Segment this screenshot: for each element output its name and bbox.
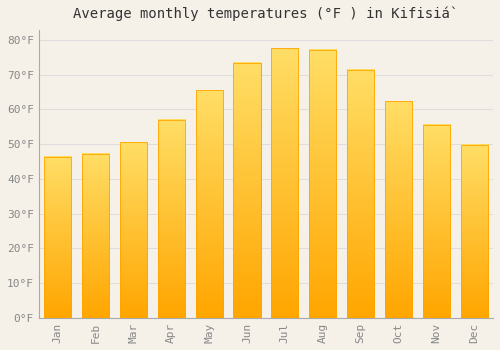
Bar — [196, 90, 223, 318]
Bar — [82, 154, 109, 318]
Bar — [120, 142, 147, 318]
Bar — [44, 157, 72, 318]
Bar — [385, 101, 412, 318]
Bar — [422, 125, 450, 318]
Bar — [309, 50, 336, 318]
Bar — [158, 120, 185, 318]
Bar — [460, 145, 488, 318]
Bar — [234, 63, 260, 318]
Bar — [271, 48, 298, 318]
Bar — [347, 70, 374, 318]
Title: Average monthly temperatures (°F ) in Kifisiá̀: Average monthly temperatures (°F ) in Ki… — [74, 7, 458, 21]
